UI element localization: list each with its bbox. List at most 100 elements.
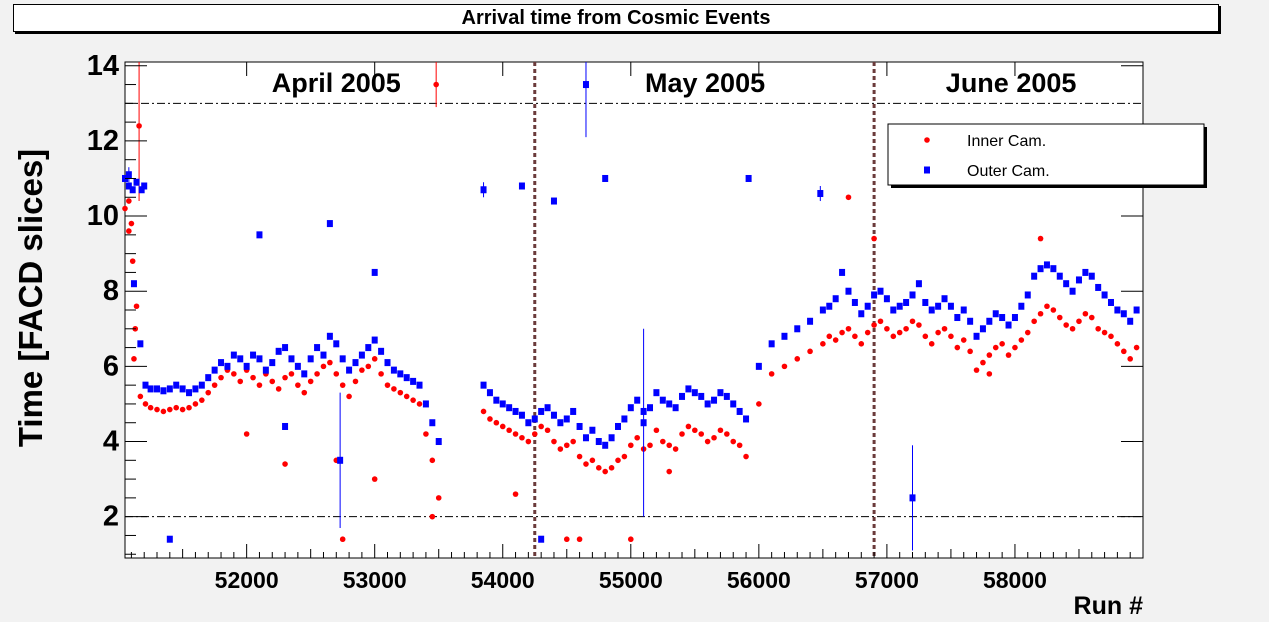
data-point [627, 536, 634, 543]
data-point [736, 407, 743, 415]
data-point [314, 344, 321, 352]
data-point [858, 341, 865, 347]
data-point [845, 287, 852, 295]
data-point [890, 333, 897, 340]
x-tick-label: 52000 [215, 567, 279, 593]
data-point [192, 385, 199, 393]
data-point [358, 351, 365, 359]
y-tick-label: 2 [103, 501, 119, 533]
data-point [218, 374, 224, 381]
data-point [128, 220, 135, 227]
data-point [717, 389, 724, 397]
data-point [698, 392, 705, 400]
data-point [282, 374, 288, 381]
data-point [397, 370, 404, 378]
data-point [122, 205, 128, 212]
data-point [339, 536, 346, 543]
legend-box [887, 123, 1205, 186]
data-point [1076, 318, 1082, 325]
data-point [378, 371, 384, 377]
data-point [743, 415, 750, 423]
data-point [1108, 333, 1114, 340]
data-point [231, 371, 237, 377]
data-point [1050, 265, 1057, 273]
data-point [250, 374, 256, 381]
data-point [807, 317, 814, 325]
data-point [935, 302, 942, 310]
data-point [282, 344, 289, 352]
data-point [589, 426, 596, 434]
x-tick-label: 56000 [727, 567, 791, 593]
data-point [518, 411, 525, 419]
data-point [422, 400, 429, 408]
legend: Inner Cam. Outer Cam. [887, 123, 1207, 188]
data-point [525, 419, 532, 427]
y-axis-label: Time [FACD slices] [12, 149, 49, 447]
data-point [679, 431, 685, 437]
data-point [512, 407, 519, 415]
data-point [922, 298, 929, 306]
data-point [1095, 283, 1102, 291]
data-point [429, 513, 436, 520]
data-point [909, 291, 916, 299]
data-point [137, 340, 144, 348]
data-point [256, 355, 263, 363]
data-point [339, 382, 346, 388]
data-point [133, 303, 140, 310]
data-point [602, 441, 609, 449]
data-point [147, 404, 154, 411]
data-point [301, 370, 308, 378]
data-point [256, 382, 263, 388]
data-point [486, 389, 493, 397]
data-point [992, 310, 999, 318]
data-point [326, 220, 333, 228]
data-point [820, 341, 826, 347]
data-point [781, 332, 788, 340]
data-point [845, 325, 852, 332]
data-point [883, 295, 890, 303]
data-point [576, 536, 583, 543]
data-point [915, 280, 922, 288]
data-point [666, 442, 673, 449]
data-point [672, 446, 679, 452]
data-point [1024, 329, 1031, 336]
data-point [1037, 265, 1044, 273]
data-point [307, 378, 314, 385]
data-point [928, 341, 935, 347]
month-labels: April 2005 May 2005 June 2005 [272, 68, 1077, 98]
data-point [346, 393, 352, 400]
data-point [320, 363, 327, 370]
data-point [1005, 321, 1012, 329]
data-point [551, 438, 557, 445]
data-point [647, 404, 654, 412]
data-point [499, 400, 506, 408]
data-point [768, 371, 775, 377]
outer-cam-series [122, 62, 1140, 551]
data-point [198, 381, 205, 389]
data-point [909, 318, 916, 325]
data-point [138, 186, 145, 194]
data-point [136, 123, 142, 129]
data-point [1037, 310, 1044, 317]
data-point [582, 81, 589, 89]
data-point [429, 419, 436, 427]
data-point [126, 198, 132, 204]
data-point [186, 404, 192, 411]
data-point [608, 434, 615, 442]
data-point [627, 404, 634, 412]
data-point [487, 416, 493, 422]
data-point [333, 371, 340, 377]
data-point [704, 400, 711, 408]
data-point [137, 393, 144, 400]
data-point [903, 325, 909, 332]
data-point [269, 359, 276, 367]
data-point [435, 495, 442, 501]
data-point [884, 325, 890, 332]
y-tick-label: 12 [87, 125, 119, 157]
data-point [896, 329, 903, 336]
data-point [666, 468, 673, 475]
data-point [1088, 272, 1095, 280]
data-point [429, 457, 436, 464]
x-axis-label: Run # [1074, 592, 1144, 620]
data-point [1056, 314, 1063, 321]
